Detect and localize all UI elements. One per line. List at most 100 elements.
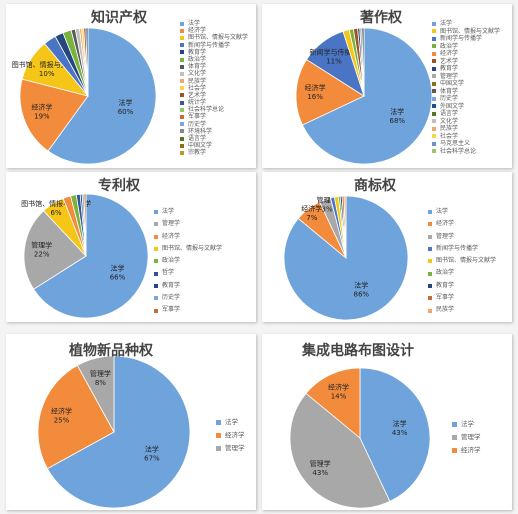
legend-item: 语言学 xyxy=(180,135,248,142)
legend-item: 外国文学 xyxy=(432,103,500,111)
legend-ic-layout: 法学管理学经济学 xyxy=(452,418,481,457)
pie-slice xyxy=(361,27,365,97)
legend-label: 法学 xyxy=(440,20,453,27)
panel-trademark: 法学 86% 经济学 7% 管理学 3% 商标权 法学 经济学 管理学 新闻学与传播学 图书馆、情… xyxy=(262,172,512,322)
chart-title: 集成电路布图设计 xyxy=(302,343,414,359)
legend-item: 法学 xyxy=(216,416,245,429)
legend-swatch xyxy=(154,259,158,264)
legend-swatch xyxy=(432,134,436,139)
chart-title: 专利权 xyxy=(98,178,140,194)
legend-label: 社会科学总论 xyxy=(440,147,477,155)
legend-swatch xyxy=(154,308,158,313)
legend-label: 新闻学与传播学 xyxy=(436,244,479,252)
legend-label: 历史学 xyxy=(162,294,181,302)
legend-item: 政治学 xyxy=(428,267,496,279)
pie-slice xyxy=(295,59,365,126)
legend-label: 法学 xyxy=(436,208,449,215)
legend-item: 教育学 xyxy=(432,65,500,73)
pie-slice xyxy=(76,355,115,433)
legend-label: 图书馆、情报与文献学 xyxy=(436,257,497,265)
legend-label: 历史学 xyxy=(440,95,459,102)
legend-swatch xyxy=(154,283,158,288)
legend-label: 艺术学 xyxy=(188,91,207,99)
slice-category-label: 管理学 xyxy=(90,369,111,378)
legend-item: 历史学 xyxy=(432,95,500,103)
legend-swatch xyxy=(432,104,436,109)
legend-swatch xyxy=(432,126,436,131)
legend-item: 管理学 xyxy=(428,231,496,243)
panel-copyright: 法学 68% 经济学 16% 新闻学与传播学 11% 著作权 法学 图书馆、情报与文献学 新闻… xyxy=(262,4,512,168)
slice-percent-label: 16% xyxy=(307,93,323,101)
legend-label: 法学 xyxy=(225,418,238,426)
chart-title: 知识产权 xyxy=(91,10,147,26)
legend-label: 文化学 xyxy=(188,70,207,78)
legend-item: 图书馆、情报与文献学 xyxy=(154,243,222,255)
legend-label: 管理学 xyxy=(461,433,481,441)
legend-swatch xyxy=(180,136,184,141)
legend-item: 经济学 xyxy=(180,27,248,34)
legend-swatch xyxy=(180,150,184,155)
legend-swatch xyxy=(432,96,436,101)
slice-percent-label: 11% xyxy=(326,57,342,65)
legend-swatch xyxy=(154,222,158,227)
legend-item: 民族学 xyxy=(180,78,248,85)
legend-swatch xyxy=(216,420,221,425)
legend-item: 经济学 xyxy=(216,429,245,442)
pie-slice xyxy=(46,355,191,509)
legend-swatch xyxy=(216,433,221,438)
legend-item: 经济学 xyxy=(452,444,481,457)
pie-slice xyxy=(343,195,347,259)
legend-item: 宗教学 xyxy=(180,149,248,156)
legend-label: 军事学 xyxy=(162,306,181,314)
legend-label: 民族学 xyxy=(440,125,459,132)
legend-label: 经济学 xyxy=(440,50,459,57)
slice-percent-label: 7% xyxy=(306,214,317,222)
legend-swatch xyxy=(432,21,436,26)
legend-item: 管理学 xyxy=(432,73,500,81)
slice-category-label: 图书馆、情报与文献学 xyxy=(12,60,82,69)
legend-item: 教育学 xyxy=(154,280,222,292)
legend-label: 法学 xyxy=(162,208,175,215)
legend-label: 军事学 xyxy=(188,113,207,121)
legend-label: 社会科学总论 xyxy=(188,106,225,114)
legend-label: 管理学 xyxy=(440,72,459,80)
slice-category-label: 经济学 xyxy=(31,103,52,112)
legend-item: 政治学 xyxy=(180,56,248,63)
pie-slice xyxy=(19,78,89,152)
slice-category-label: 新闻学与传播学 xyxy=(310,47,359,56)
legend-ip: 法学 经济学 图书馆、情报与文献学 新闻学与传播学 教育学 政治学 体育学 文化学 民族学 社会学… xyxy=(180,20,248,157)
legend-label: 教育学 xyxy=(188,48,207,56)
panel-ic-layout: 法学 43% 管理学 43% 经济学 14% 集成电路布图设计 法学 管理学 经济学 xyxy=(262,334,512,510)
legend-item: 法学 xyxy=(428,206,496,218)
slice-category-label: 图书馆、情报与文献学 xyxy=(21,199,91,208)
legend-label: 法学 xyxy=(461,420,474,428)
legend-item: 教育学 xyxy=(428,280,496,292)
legend-item: 军事学 xyxy=(428,292,496,304)
pie-slice xyxy=(23,210,87,290)
legend-swatch xyxy=(180,122,184,127)
legend-item: 中国文学 xyxy=(432,80,500,88)
pie-slice xyxy=(305,367,361,439)
legend-copyright: 法学 图书馆、情报与文献学 新闻学与传播学 政治学 经济学 艺术学 教育学 管理学 中国文学 体育… xyxy=(432,20,500,155)
pie-slice xyxy=(37,364,115,470)
legend-swatch xyxy=(216,446,221,451)
legend-label: 历史学 xyxy=(188,120,207,128)
slice-percent-label: 8% xyxy=(95,379,106,387)
legend-label: 经济学 xyxy=(162,232,181,240)
slice-category-label: 管理学 xyxy=(317,196,338,205)
legend-item: 新闻学与传播学 xyxy=(432,35,500,43)
legend-item: 图书馆、情报与文献学 xyxy=(428,255,496,267)
legend-label: 军事学 xyxy=(436,294,455,302)
pie-slice xyxy=(83,193,87,257)
legend-label: 民族学 xyxy=(188,77,207,85)
legend-swatch xyxy=(428,271,432,276)
chart-title: 植物新品种权 xyxy=(69,343,153,359)
legend-label: 政治学 xyxy=(436,269,455,277)
legend-swatch xyxy=(428,259,432,264)
legend-item: 文化学 xyxy=(180,70,248,77)
legend-label: 政治学 xyxy=(188,55,207,63)
slice-category-label: 管理学 xyxy=(310,459,331,468)
